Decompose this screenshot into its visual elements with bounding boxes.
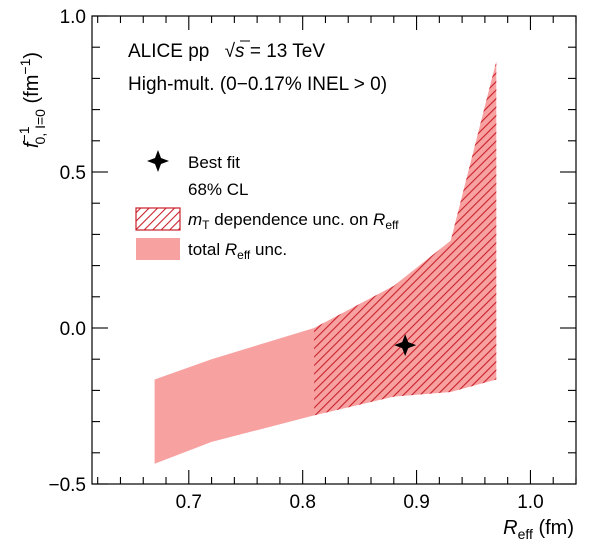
best-fit-point	[394, 334, 417, 357]
y-tick-label: 0.0	[60, 319, 86, 340]
legend-cl-label: 68% CL	[188, 180, 248, 199]
axis-ticks	[92, 15, 577, 485]
y-tick-label: 0.5	[60, 163, 86, 184]
legend-total-swatch	[136, 238, 180, 260]
y-axis-label: f−10, I=0 (fm−1)	[16, 52, 48, 148]
y-tick-label: −0.5	[48, 475, 86, 496]
x-tick-label: 0.9	[403, 492, 429, 513]
chart-title-line1: ALICE pp √s = 13 TeV	[128, 41, 325, 62]
legend: Best fit 68% CL mT dependence unc. on Re…	[135, 150, 399, 262]
x-axis-label: Reff (fm)	[503, 517, 574, 542]
best-fit-marker	[394, 334, 417, 357]
mt-dependence-band-area	[314, 61, 497, 416]
plot-frame	[91, 15, 577, 485]
legend-mt-label: mT dependence unc. on Reff	[188, 210, 399, 232]
bands	[154, 61, 497, 464]
y-tick-label: 1.0	[60, 7, 86, 28]
legend-total-label: total Reff unc.	[188, 240, 287, 262]
x-tick-label: 1.0	[517, 492, 543, 513]
legend-mt-swatch	[135, 207, 181, 231]
chart-title-line2: High-mult. (0−0.17% INEL > 0)	[128, 74, 387, 95]
legend-best-fit-marker	[147, 150, 169, 172]
axis-tick-labels: 0.7 0.8 0.9 1.0 −0.5 0.0 0.5 1.0	[48, 7, 543, 513]
legend-best-fit-label: Best fit	[188, 153, 240, 172]
x-tick-label: 0.7	[176, 492, 202, 513]
x-tick-label: 0.8	[289, 492, 315, 513]
